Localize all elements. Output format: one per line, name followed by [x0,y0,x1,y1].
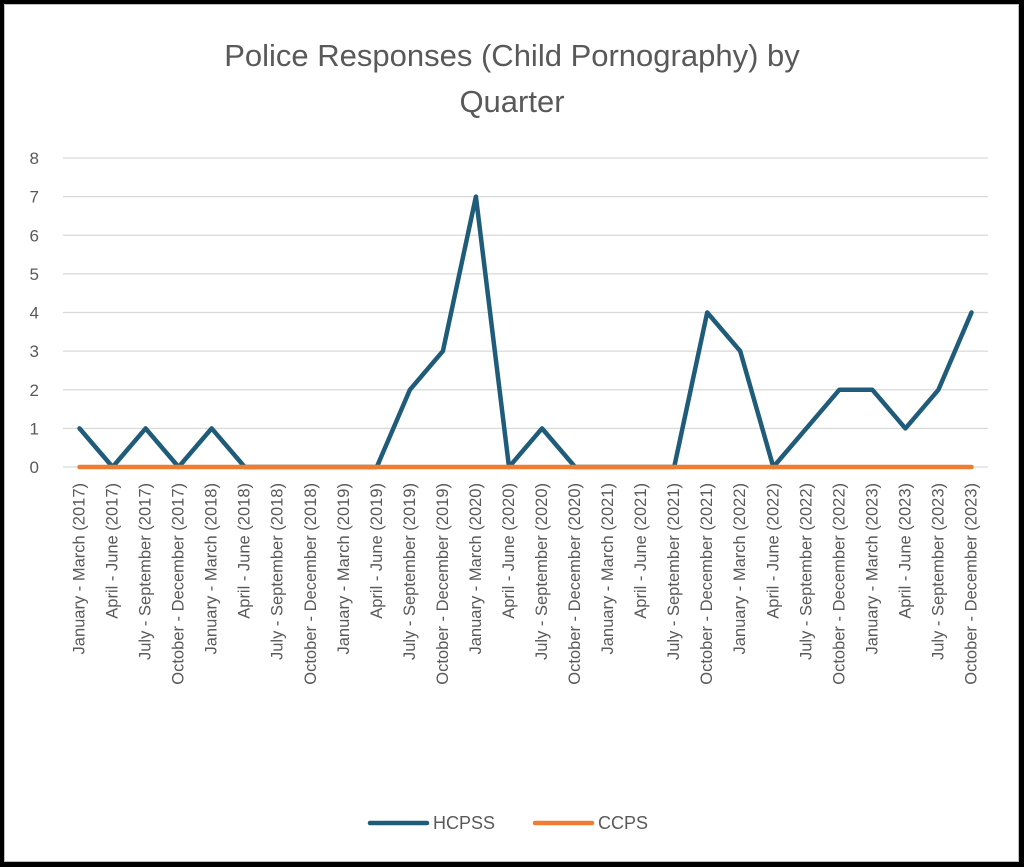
x-tick-label: January - March (2023) [863,483,881,655]
x-tick-label: July - September (2022) [797,483,815,660]
y-tick-label: 3 [30,342,39,361]
y-tick-label: 0 [30,458,39,477]
x-tick-label: October - December (2022) [830,483,848,685]
x-tick-label: July - September (2017) [137,483,155,660]
x-tick-label: July - September (2023) [929,483,947,660]
chart-title: Police Responses (Child Pornography) by … [224,38,800,119]
x-tick-label: January - March (2018) [203,483,221,655]
y-tick-label: 6 [30,226,39,245]
x-tick-label: January - March (2022) [731,483,749,655]
chart-title-line-1: Police Responses (Child Pornography) by [224,38,800,73]
x-tick-label: July - September (2021) [665,483,683,660]
x-tick-label: January - March (2019) [335,483,353,654]
x-tick-label: January - March (2017) [71,483,89,655]
y-tick-label: 2 [30,381,39,400]
chart-canvas: Police Responses (Child Pornography) by … [30,38,988,833]
x-tick-label: October - December (2017) [170,483,188,685]
legend-label-hcpss: HCPSS [433,813,495,833]
chart-frame: Police Responses (Child Pornography) by … [4,4,1019,862]
x-tick-label: January - March (2020) [467,483,485,655]
x-tick-label: April - June (2023) [896,483,914,619]
y-tick-label: 4 [30,304,39,323]
x-tick-label: July - September (2019) [401,483,419,660]
y-tick-label: 5 [30,265,39,284]
gridlines [63,157,988,468]
x-tick-label: April - June (2021) [632,483,650,619]
x-tick-label: April - June (2018) [236,483,254,619]
x-tick-label: April - June (2020) [500,483,518,619]
x-tick-label: April - June (2022) [764,483,782,619]
x-tick-label: October - December (2018) [302,483,320,685]
x-tick-label: April - June (2017) [104,483,122,619]
x-tick-label: October - December (2020) [566,483,584,685]
x-tick-label: October - December (2023) [962,483,980,685]
chart-title-line-2: Quarter [459,84,564,119]
y-tick-label: 8 [30,149,39,168]
x-axis-ticks: January - March (2017) April - June (2017… [71,483,981,685]
series-lines [77,194,974,470]
x-tick-label: July - September (2020) [533,483,551,660]
series-line-hcpss [77,194,974,470]
x-tick-label: October - December (2019) [434,483,452,685]
x-tick-label: January - March (2021) [599,483,617,655]
legend-label-ccps: CCPS [598,813,648,833]
x-tick-label: July - September (2018) [269,483,287,660]
x-tick-label: April - June (2019) [368,483,386,619]
y-tick-label: 1 [30,419,39,438]
y-axis-ticks: 0 1 2 3 4 5 6 7 8 [30,149,39,477]
x-tick-label: October - December (2021) [698,483,716,685]
y-tick-label: 7 [30,188,39,207]
legend: HCPSS CCPS [367,813,648,833]
